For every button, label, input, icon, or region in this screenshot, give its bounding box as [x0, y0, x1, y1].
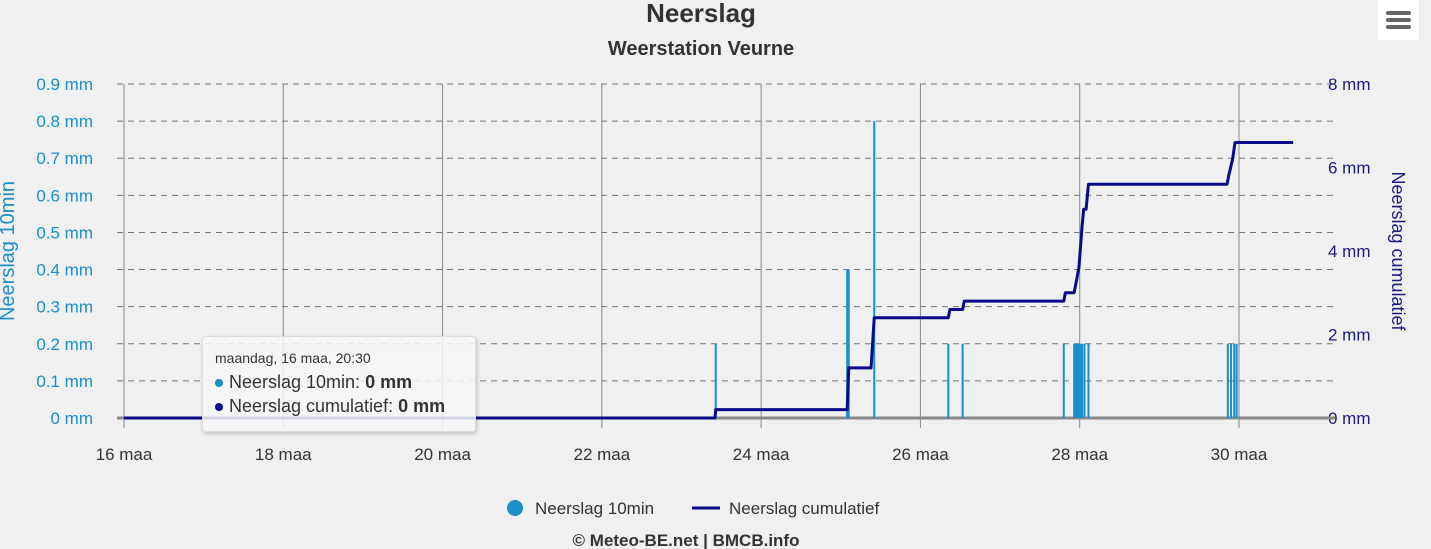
chart-menu-button[interactable] — [1378, 0, 1419, 40]
bar — [1073, 343, 1076, 418]
tooltip-header: maandag, 16 maa, 20:30 — [215, 350, 371, 366]
bar — [847, 269, 850, 418]
x-tick-label: 28 maa — [1051, 445, 1108, 464]
bar — [1083, 343, 1086, 418]
y-axis-title-right: Neerslag cumulatief — [1388, 171, 1408, 331]
bar — [1233, 343, 1236, 418]
x-tick-label: 26 maa — [892, 445, 949, 464]
y-axis-title-left: Neerslag 10min — [0, 181, 19, 321]
y-tick-left: 0 mm — [51, 409, 94, 428]
x-tick-label: 30 maa — [1211, 445, 1268, 464]
tooltip-value: 0 mm — [398, 396, 446, 416]
y-tick-right: 4 mm — [1328, 242, 1371, 261]
credits: © Meteo-BE.net | BMCB.info — [573, 531, 800, 549]
y-tick-left: 0.6 mm — [36, 186, 93, 205]
bar — [1226, 343, 1229, 418]
bar — [1081, 343, 1084, 418]
y-tick-left: 0.8 mm — [36, 112, 93, 131]
y-tick-left: 0.9 mm — [36, 75, 93, 94]
y-tick-right: 2 mm — [1328, 326, 1371, 345]
y-tick-left: 0.5 mm — [36, 223, 93, 242]
bar — [714, 343, 717, 418]
bar — [1077, 343, 1080, 418]
tooltip-label: Neerslag cumulatief: — [229, 396, 399, 416]
bar — [1230, 343, 1233, 418]
bar — [846, 269, 849, 418]
bar — [873, 121, 876, 418]
x-tick-label: 20 maa — [414, 445, 471, 464]
bar — [1079, 343, 1082, 418]
cumulative-line — [124, 140, 1294, 420]
bar — [1076, 343, 1079, 418]
y-tick-left: 0.2 mm — [36, 335, 93, 354]
tooltip: maandag, 16 maa, 20:30 Neerslag 10min: 0… — [202, 336, 476, 432]
chart-subtitle: Weerstation Veurne — [608, 38, 794, 60]
tooltip-label: Neerslag 10min: — [229, 372, 366, 392]
tooltip-row-cumulative: Neerslag cumulatief: 0 mm — [215, 396, 445, 417]
y-tick-left: 0.3 mm — [36, 298, 93, 317]
y-tick-left: 0.1 mm — [36, 372, 93, 391]
x-tick-label: 16 maa — [96, 445, 153, 464]
bar — [1087, 343, 1090, 418]
y-tick-left: 0.4 mm — [36, 261, 93, 280]
bar — [1062, 343, 1065, 418]
y-tick-right: 6 mm — [1328, 159, 1371, 178]
legend-label-10min: Neerslag 10min — [535, 499, 654, 518]
x-tick-label: 24 maa — [733, 445, 790, 464]
x-tick-label: 18 maa — [255, 445, 312, 464]
y-tick-right: 8 mm — [1328, 75, 1371, 94]
x-tick-label: 22 maa — [574, 445, 631, 464]
chart-title: Neerslag — [646, 0, 756, 28]
bar — [961, 343, 964, 418]
y-tick-left: 0.7 mm — [36, 149, 93, 168]
bar — [1074, 343, 1077, 418]
tooltip-value: 0 mm — [365, 372, 413, 392]
legend-label-cumulative: Neerslag cumulatief — [729, 499, 880, 518]
legend-marker-10min — [507, 500, 523, 516]
bar — [947, 343, 950, 418]
bar — [1235, 343, 1238, 418]
y-tick-right: 0 mm — [1328, 409, 1371, 428]
tooltip-row-10min: Neerslag 10min: 0 mm — [215, 372, 412, 393]
